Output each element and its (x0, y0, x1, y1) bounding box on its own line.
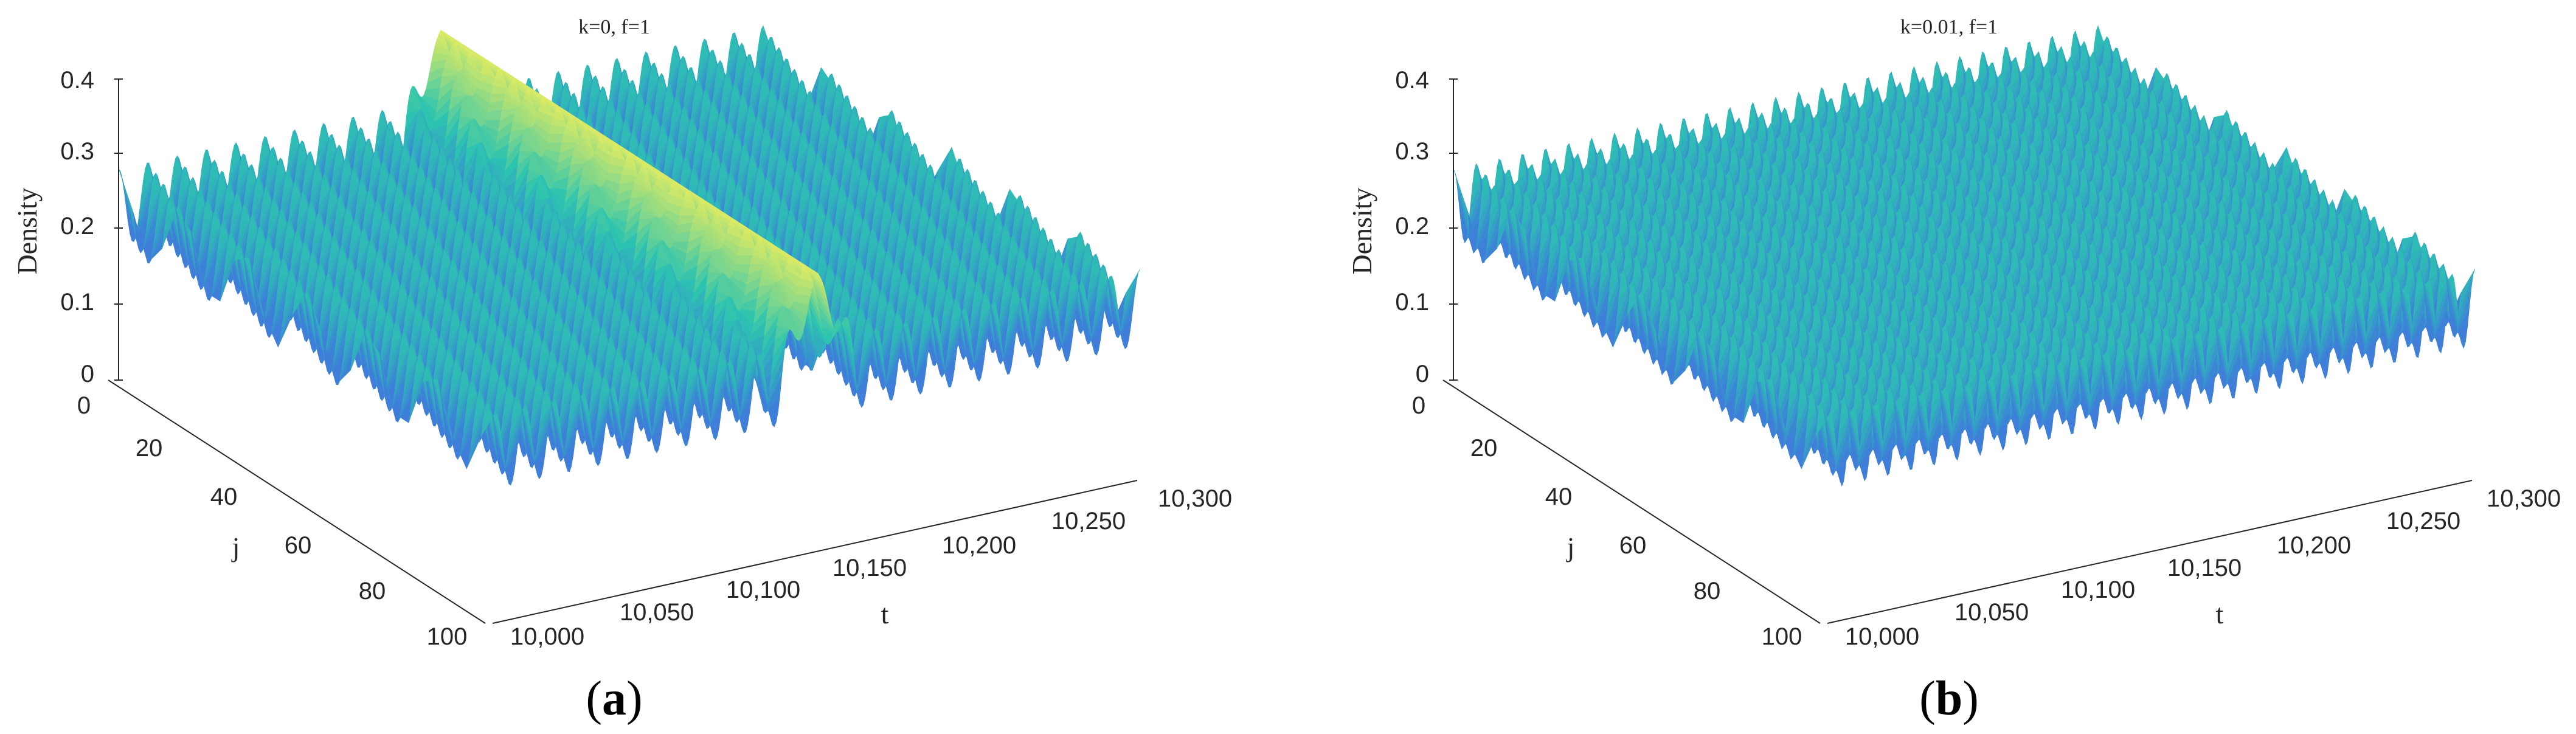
panel-a: k=0, f=1 0 0.1 0.2 0.3 0.4 Density 0 20 … (12, 16, 1232, 725)
panel-a-title: k=0, f=1 (578, 16, 650, 38)
surface-patch (547, 133, 564, 143)
panel-a-surface (118, 25, 1141, 486)
